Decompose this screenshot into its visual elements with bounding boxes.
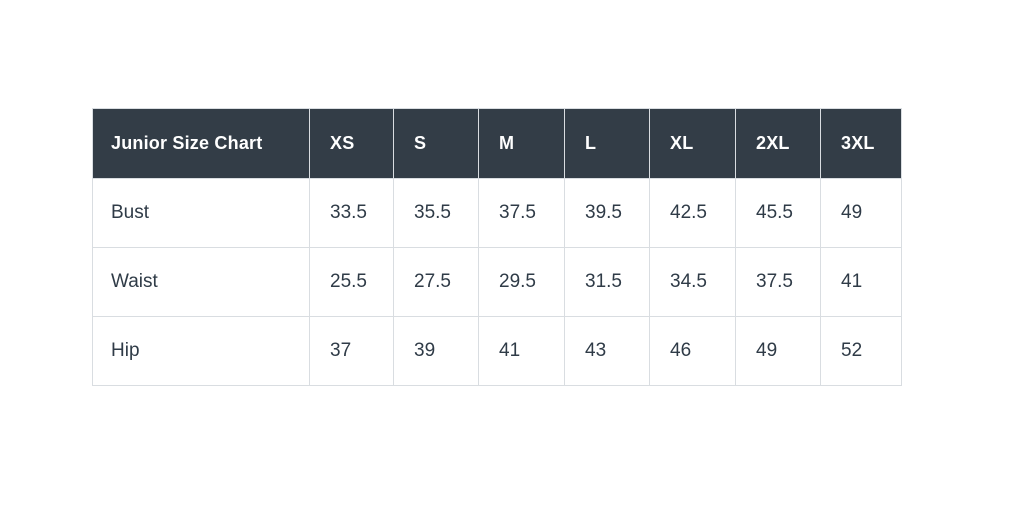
table-row-bust: Bust 33.5 35.5 37.5 39.5 42.5 45.5 49: [92, 178, 902, 248]
waist-xs-cell: 25.5: [309, 247, 394, 317]
bust-xl-cell: 42.5: [649, 178, 736, 248]
bust-2xl-cell: 45.5: [735, 178, 821, 248]
size-header-2xl: 2XL: [735, 108, 821, 179]
waist-s-cell: 27.5: [393, 247, 479, 317]
hip-2xl-cell: 49: [735, 316, 821, 386]
waist-m-cell: 29.5: [478, 247, 565, 317]
size-header-xs: XS: [309, 108, 394, 179]
row-label-bust: Bust: [92, 178, 310, 248]
table-header-row: Junior Size Chart XS S M L XL 2XL 3XL: [92, 108, 902, 179]
hip-l-cell: 43: [564, 316, 650, 386]
row-label-hip: Hip: [92, 316, 310, 386]
size-header-l: L: [564, 108, 650, 179]
waist-xl-cell: 34.5: [649, 247, 736, 317]
hip-xs-cell: 37: [309, 316, 394, 386]
hip-s-cell: 39: [393, 316, 479, 386]
table-row-hip: Hip 37 39 41 43 46 49 52: [92, 316, 902, 386]
size-header-xl: XL: [649, 108, 736, 179]
bust-3xl-cell: 49: [820, 178, 902, 248]
bust-xs-cell: 33.5: [309, 178, 394, 248]
size-header-m: M: [478, 108, 565, 179]
waist-2xl-cell: 37.5: [735, 247, 821, 317]
waist-l-cell: 31.5: [564, 247, 650, 317]
hip-3xl-cell: 52: [820, 316, 902, 386]
bust-l-cell: 39.5: [564, 178, 650, 248]
table-title: Junior Size Chart: [92, 108, 310, 179]
bust-m-cell: 37.5: [478, 178, 565, 248]
hip-m-cell: 41: [478, 316, 565, 386]
row-label-waist: Waist: [92, 247, 310, 317]
hip-xl-cell: 46: [649, 316, 736, 386]
size-header-3xl: 3XL: [820, 108, 902, 179]
table-row-waist: Waist 25.5 27.5 29.5 31.5 34.5 37.5 41: [92, 247, 902, 317]
junior-size-chart-table: Junior Size Chart XS S M L XL 2XL 3XL Bu…: [92, 108, 902, 386]
bust-s-cell: 35.5: [393, 178, 479, 248]
size-header-s: S: [393, 108, 479, 179]
waist-3xl-cell: 41: [820, 247, 902, 317]
